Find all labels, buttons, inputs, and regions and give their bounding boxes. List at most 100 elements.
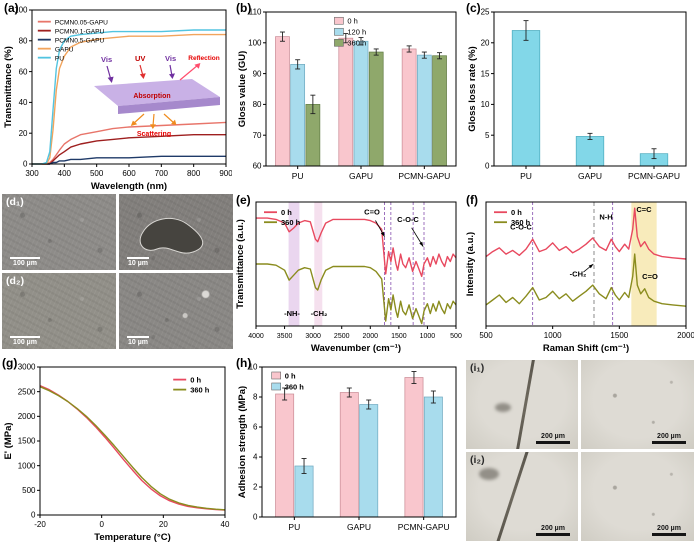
panel-h: (h) PU GAPU PCMN-GAPU 0 2 4 6 8 10 Adhesion stren… [236,357,462,543]
panel-b: (b) PU GAPU PCMN-GAPU 60 70 80 90 100 110 Gloss v… [236,2,462,192]
svg-text:0 h: 0 h [347,17,357,26]
panel-e: (e) 4000 3500 3000 2500 2000 1500 1000 500 Waven… [236,194,462,354]
panel-c: (c) PU GAPU PCMN-GAPU 0 5 10 15 20 25 Gloss loss … [466,2,694,192]
svg-text:1000: 1000 [420,333,436,340]
reflection-arrow-icon [179,63,201,81]
scratch-feature-2 [494,452,530,541]
panel-a: (a) 300 400 500 600 700 800 900 0 20 40 60 80 100 Wav… [2,2,232,192]
panel-f-tag: (f) [466,193,478,207]
svg-text:Transmittance (a.u.): Transmittance (a.u.) [236,219,246,309]
light-interaction-inset: Vis UV Vis Reflection Absorption Scatter… [88,52,226,137]
scalebar-i2-right: 200 µm [652,525,686,536]
svg-text:120 h: 120 h [347,28,366,37]
sem-image-d2-right: 10 µm [119,273,233,349]
sem-image-d1-left: (d₁) 100 µm [2,194,116,270]
svg-text:360 h: 360 h [190,386,210,395]
uv-arrow-icon [139,64,146,79]
svg-text:N-H: N-H [599,212,612,221]
svg-text:2000: 2000 [677,331,694,340]
svg-text:6: 6 [253,423,258,432]
svg-text:Transmittance (%): Transmittance (%) [3,46,14,128]
svg-text:700: 700 [155,169,169,178]
svg-text:0: 0 [31,511,36,520]
svg-text:GAPU: GAPU [578,171,602,181]
scattering-arrows-icon [130,113,177,129]
svg-text:0 h: 0 h [285,371,296,380]
svg-text:25: 25 [481,8,490,17]
svg-text:C=C: C=C [636,205,652,214]
svg-text:60: 60 [253,162,262,171]
svg-text:PCMN0.1-GAPU: PCMN0.1-GAPU [55,29,105,36]
storage-modulus-chart: -20 0 20 40 0 500 1000 1500 2000 2500 3000 Temperat… [2,357,233,543]
svg-text:Intensity (a.u.): Intensity (a.u.) [466,232,476,296]
svg-text:10: 10 [481,100,490,109]
svg-text:8: 8 [253,393,258,402]
panel-g-tag: (g) [2,356,18,370]
svg-text:Gloss value (GU): Gloss value (GU) [237,51,248,128]
panel-a-tag: (a) [4,1,19,15]
panel-b-tag: (b) [236,1,252,15]
svg-text:PCMN-GAPU: PCMN-GAPU [398,171,450,181]
svg-text:E' (MPa): E' (MPa) [3,422,14,459]
inset-label-absorption: Absorption [133,93,170,100]
svg-text:360 h: 360 h [347,39,366,48]
svg-text:-CH₂: -CH₂ [570,269,587,278]
svg-text:-NH-: -NH- [284,309,300,318]
svg-text:PU: PU [520,171,532,181]
svg-text:70: 70 [253,131,262,140]
scalebar-d1-left: 100 µm [10,256,40,267]
svg-text:1500: 1500 [18,437,36,446]
optical-image-i2-left: (i₂) 200 µm [466,452,578,541]
inset-label-scattering: Scattering [137,131,171,137]
svg-text:0: 0 [99,520,104,529]
sem-image-d1-right: 10 µm [119,194,233,270]
svg-text:900: 900 [219,169,232,178]
optical-image-i2-right: 200 µm [581,452,694,541]
svg-text:2: 2 [253,483,258,492]
svg-text:0: 0 [23,160,28,169]
svg-text:Temperature (°C): Temperature (°C) [94,532,170,543]
svg-text:4: 4 [253,453,258,462]
svg-text:20: 20 [159,520,168,529]
svg-text:PCMN0.5-GAPU: PCMN0.5-GAPU [55,38,105,45]
panel-d1-tag: (d₁) [6,196,24,208]
svg-text:Gloss loss rate (%): Gloss loss rate (%) [467,46,478,132]
svg-text:GAPU: GAPU [349,171,373,181]
svg-text:500: 500 [479,331,493,340]
panel-c-tag: (c) [466,1,481,15]
svg-text:C-O-C: C-O-C [397,215,419,224]
panel-d2-tag: (d₂) [6,275,25,287]
svg-text:PCMN-GAPU: PCMN-GAPU [628,171,680,181]
svg-text:1000: 1000 [18,461,36,470]
svg-text:PU: PU [288,522,300,532]
svg-text:1000: 1000 [544,331,562,340]
debris-feature [495,402,512,412]
svg-text:40: 40 [221,520,230,529]
svg-text:PU: PU [292,171,304,181]
svg-text:2000: 2000 [18,412,36,421]
svg-text:600: 600 [122,169,136,178]
panel-i: (i₁) 200 µm 200 µm (i₂) 200 µm [466,360,694,541]
uv-vis-transmittance-chart: 300 400 500 600 700 800 900 0 20 40 60 80 100 Wavelen… [2,2,232,192]
inset-label-reflection: Reflection [188,55,219,62]
vis-arrow-icon [106,65,114,83]
panel-f: (f) 500 1000 1500 2000 Raman Shift (cm⁻¹) Int… [466,194,694,354]
svg-text:GAPU: GAPU [55,47,74,54]
svg-text:0: 0 [485,162,490,171]
svg-text:15: 15 [481,69,490,78]
raman-chart: 500 1000 1500 2000 Raman Shift (cm⁻¹) Intensi… [466,194,694,354]
scratch-feature [515,360,536,449]
svg-text:5: 5 [485,131,490,140]
scalebar-d1-right: 10 µm [127,256,149,267]
panel-e-tag: (e) [236,193,251,207]
panel-i1-tag: (i₁) [470,362,485,374]
svg-text:PCMN-GAPU: PCMN-GAPU [398,522,450,532]
panel-i2-tag: (i₂) [470,454,485,466]
svg-text:1500: 1500 [610,331,628,340]
svg-text:3000: 3000 [305,333,321,340]
ftir-chart: 4000 3500 3000 2500 2000 1500 1000 500 Wavenumbe… [236,194,462,354]
svg-text:-CH₂: -CH₂ [311,309,328,318]
svg-text:90: 90 [253,69,262,78]
svg-text:60: 60 [19,67,28,76]
